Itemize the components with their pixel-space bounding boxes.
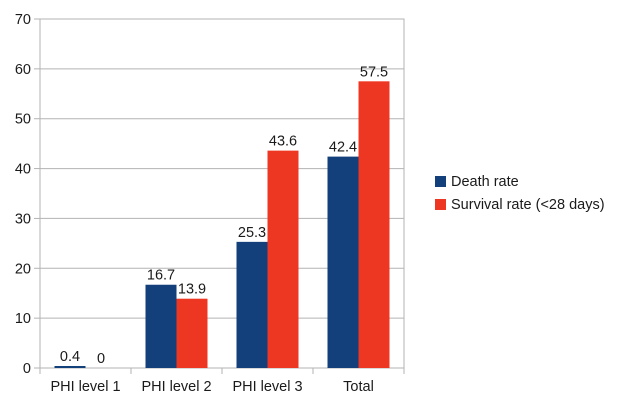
y-tick-label: 60 xyxy=(15,62,31,78)
data-label: 13.9 xyxy=(178,282,206,298)
x-axis-tick-labels: PHI level 1 PHI level 2 PHI level 3 Total xyxy=(50,379,373,395)
legend-swatch xyxy=(435,199,446,210)
y-tick-label: 0 xyxy=(23,361,31,377)
legend-label: Death rate xyxy=(451,174,519,190)
y-tick-label: 20 xyxy=(15,261,31,277)
bars xyxy=(54,81,390,369)
y-axis-tick-labels: 0 10 20 30 40 50 60 70 xyxy=(15,12,31,377)
bar-death-rate xyxy=(236,241,268,368)
legend-swatch xyxy=(435,176,446,187)
bar-survival-rate xyxy=(358,81,390,369)
bar-death-rate xyxy=(54,366,86,368)
data-label: 57.5 xyxy=(360,64,388,80)
y-tick-label: 50 xyxy=(15,112,31,128)
x-tick-label: PHI level 3 xyxy=(232,379,302,395)
bar-survival-rate xyxy=(176,298,208,368)
y-tick-label: 40 xyxy=(15,162,31,178)
y-tick-label: 70 xyxy=(15,12,31,28)
data-label: 43.6 xyxy=(269,134,297,150)
data-label: 0 xyxy=(97,351,105,367)
legend-label: Survival rate (<28 days) xyxy=(451,197,605,213)
data-label: 16.7 xyxy=(147,268,175,284)
data-label: 25.3 xyxy=(238,225,266,241)
data-labels: 0.4 16.7 25.3 42.4 0 13.9 43.6 57.5 xyxy=(60,64,388,367)
x-tick-label: Total xyxy=(343,379,374,395)
x-tick-label: PHI level 2 xyxy=(141,379,211,395)
y-tick-label: 10 xyxy=(15,311,31,327)
x-tick-label: PHI level 1 xyxy=(50,379,120,395)
data-label: 0.4 xyxy=(60,349,80,365)
y-tick-label: 30 xyxy=(15,211,31,227)
bar-survival-rate xyxy=(267,150,299,368)
data-label: 42.4 xyxy=(329,140,357,156)
legend: Death rate Survival rate (<28 days) xyxy=(435,174,605,213)
bar-death-rate xyxy=(327,156,359,368)
bar-death-rate xyxy=(145,284,177,368)
